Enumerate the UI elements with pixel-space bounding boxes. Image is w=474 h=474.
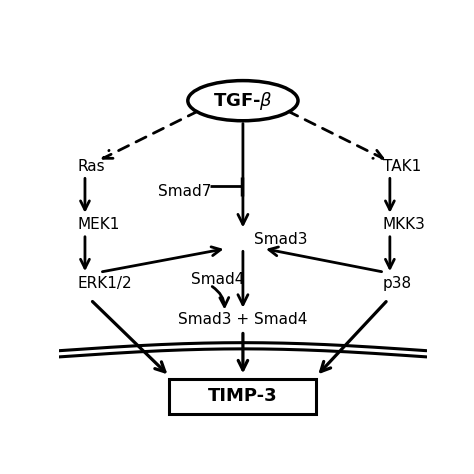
FancyBboxPatch shape xyxy=(169,379,316,414)
Text: MKK3: MKK3 xyxy=(383,217,425,232)
Text: MEK1: MEK1 xyxy=(78,217,120,232)
Text: Ras: Ras xyxy=(78,159,105,174)
Ellipse shape xyxy=(188,81,298,121)
Text: Smad7: Smad7 xyxy=(158,184,212,200)
Text: Smad3: Smad3 xyxy=(254,232,308,247)
Text: Smad4: Smad4 xyxy=(191,272,245,287)
Text: Smad3 + Smad4: Smad3 + Smad4 xyxy=(178,312,308,327)
Text: TAK1: TAK1 xyxy=(383,159,421,174)
Text: p38: p38 xyxy=(383,276,411,291)
Text: TIMP-3: TIMP-3 xyxy=(208,387,278,405)
Text: ERK1/2: ERK1/2 xyxy=(78,276,132,291)
FancyArrowPatch shape xyxy=(212,286,229,307)
Text: TGF-$\beta$: TGF-$\beta$ xyxy=(213,90,273,112)
